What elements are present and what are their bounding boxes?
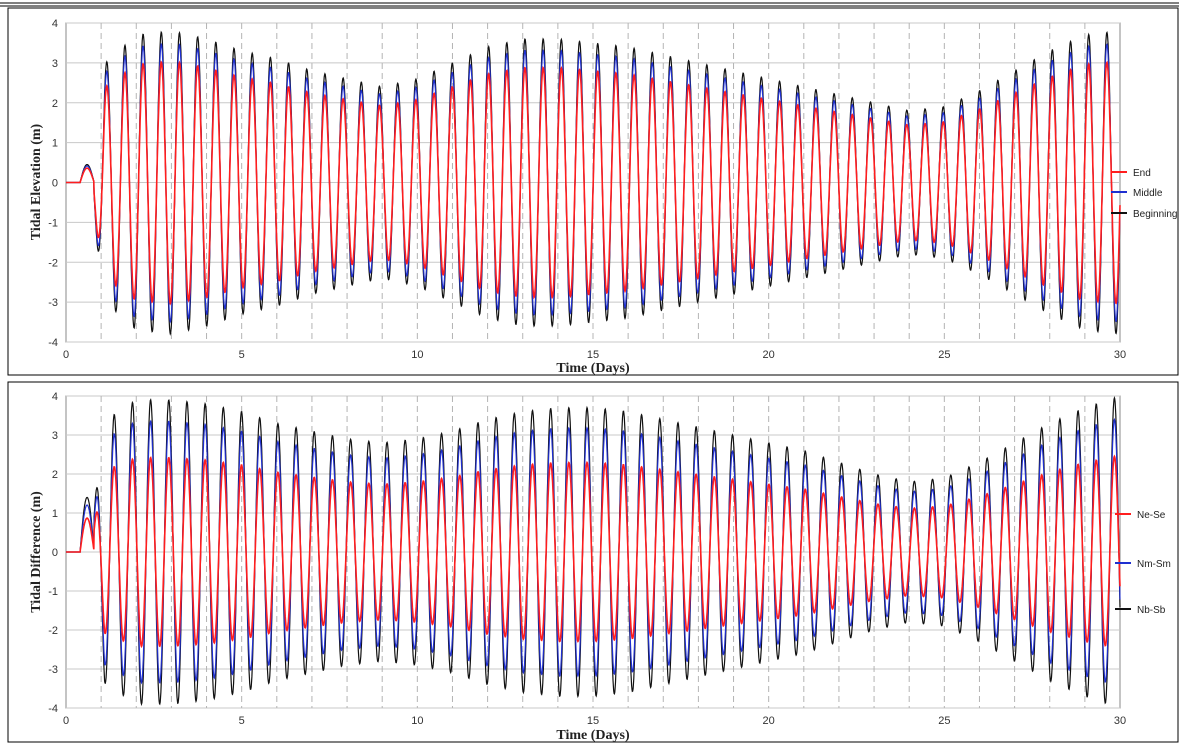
x-tick-label: 15: [587, 715, 599, 727]
difference-x-axis-label: Time (Days): [556, 728, 630, 743]
x-tick-label: 30: [1114, 349, 1126, 361]
difference-y-axis-label: Tidal Difference (m): [29, 491, 44, 613]
y-tick-label: -3: [48, 664, 58, 676]
x-tick-label: 5: [239, 349, 245, 361]
elevation-legend: End Middle Beginning: [1111, 168, 1177, 220]
y-tick-label: 1: [52, 508, 58, 520]
y-tick-label: 4: [52, 18, 58, 30]
series-line-ne-se: [66, 454, 1121, 649]
legend-label: Beginning: [1133, 209, 1177, 220]
elevation-panel-frame: [7, 7, 1179, 376]
y-tick-label: 1: [52, 138, 58, 150]
y-tick-label: 3: [52, 430, 58, 442]
difference-panel-frame: [7, 381, 1179, 743]
y-tick-label: 4: [52, 391, 58, 403]
difference-legend: Ne-Se Nm-Sm Nb-Sb: [1115, 510, 1171, 616]
y-tick-label: -1: [48, 217, 58, 229]
x-tick-label: 0: [63, 715, 69, 727]
x-tick-label: 0: [63, 349, 69, 361]
y-tick-label: -4: [48, 337, 58, 349]
legend-label: End: [1133, 168, 1151, 179]
elevation-x-axis-label: Time (Days): [556, 361, 630, 376]
x-tick-label: 20: [763, 349, 775, 361]
y-tick-label: 0: [52, 547, 58, 559]
y-tick-label: 2: [52, 98, 58, 110]
y-tick-label: -2: [48, 625, 58, 637]
y-tick-label: 3: [52, 58, 58, 70]
legend-label: Middle: [1133, 188, 1163, 199]
y-tick-label: 2: [52, 469, 58, 481]
legend-label: Nm-Sm: [1137, 559, 1171, 570]
x-tick-label: 10: [411, 715, 423, 727]
x-tick-label: 30: [1114, 715, 1126, 727]
elevation-y-axis-label: Tidal Elevation (m): [29, 123, 44, 240]
x-tick-label: 5: [239, 715, 245, 727]
x-tick-label: 15: [587, 349, 599, 361]
y-tick-label: -4: [48, 703, 58, 715]
x-tick-label: 20: [763, 715, 775, 727]
legend-label: Ne-Se: [1137, 510, 1166, 521]
x-tick-label: 10: [411, 349, 423, 361]
x-tick-label: 25: [938, 715, 950, 727]
legend-label: Nb-Sb: [1137, 605, 1166, 616]
series-line-end: [66, 60, 1121, 306]
y-tick-label: 0: [52, 178, 58, 190]
elevation-series: [66, 30, 1121, 336]
difference-series: [66, 395, 1121, 707]
y-tick-label: -1: [48, 586, 58, 598]
x-tick-label: 25: [938, 349, 950, 361]
y-tick-label: -3: [48, 297, 58, 309]
y-tick-label: -2: [48, 257, 58, 269]
